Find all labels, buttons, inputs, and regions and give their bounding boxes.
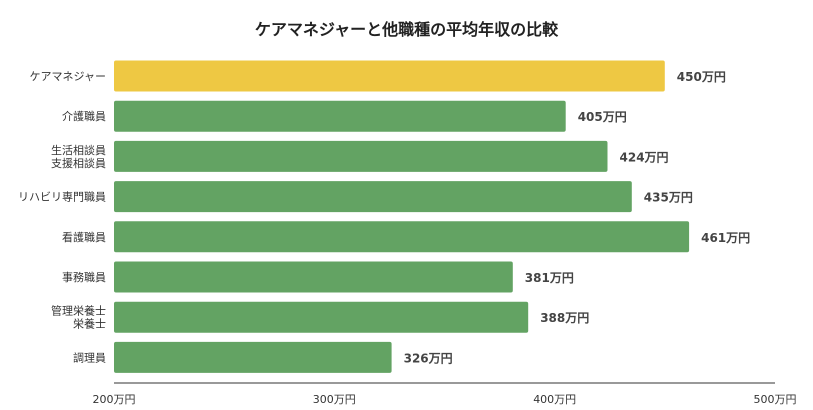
category-label-2-1: 支援相談員 [51, 156, 106, 170]
value-label-7: 326万円 [404, 351, 453, 365]
chart-title: ケアマネジャーと他職種の平均年収の比較 [254, 20, 559, 39]
category-label-5: 事務職員 [62, 270, 106, 284]
bar-2 [114, 140, 608, 172]
bar-4 [114, 221, 690, 253]
value-label-0: 450万円 [677, 70, 726, 84]
x-tick-label-3: 500万円 [754, 393, 797, 406]
value-label-5: 381万円 [525, 271, 574, 285]
category-label-7: 調理員 [73, 350, 106, 364]
bar-7 [114, 341, 392, 373]
category-label-6-0: 管理栄養士 [51, 304, 106, 318]
bar-0 [114, 60, 665, 92]
category-label-2-0: 生活相談員 [51, 143, 106, 157]
value-label-3: 435万円 [644, 191, 693, 205]
value-label-2: 424万円 [620, 150, 669, 164]
x-axis-ticks: 200万円 300万円 400万円 500万円 [93, 393, 797, 406]
category-label-3: リハビリ専門職員 [18, 191, 106, 204]
category-label-0: ケアマネジャー [30, 70, 106, 83]
value-label-4: 461万円 [701, 231, 750, 245]
bar-6 [114, 301, 529, 333]
value-label-1: 405万円 [578, 110, 627, 124]
x-tick-label-1: 300万円 [313, 393, 356, 406]
category-label-6-1: 栄養士 [73, 317, 106, 331]
x-tick-label-2: 400万円 [533, 393, 576, 406]
bar-3 [114, 181, 632, 213]
x-tick-label-0: 200万円 [93, 393, 136, 406]
value-label-6: 388万円 [540, 311, 589, 325]
category-label-4: 看護職員 [62, 230, 106, 244]
bar-5 [114, 261, 513, 293]
category-label-1: 介護職員 [62, 109, 106, 123]
bar-1 [114, 100, 566, 132]
